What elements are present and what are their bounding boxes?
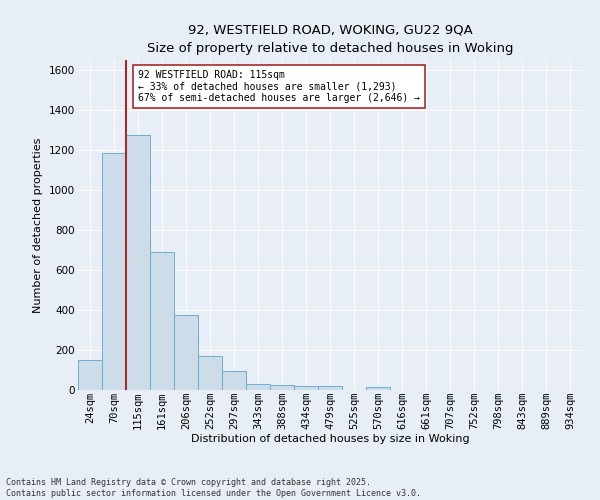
Bar	[102, 153, 126, 390]
Bar	[270, 384, 294, 390]
Bar	[78, 360, 102, 390]
Bar	[294, 386, 318, 390]
Text: Contains HM Land Registry data © Crown copyright and database right 2025.
Contai: Contains HM Land Registry data © Crown c…	[6, 478, 421, 498]
Text: 92 WESTFIELD ROAD: 115sqm
← 33% of detached houses are smaller (1,293)
67% of se: 92 WESTFIELD ROAD: 115sqm ← 33% of detac…	[138, 70, 420, 103]
Bar	[246, 384, 270, 390]
Bar	[318, 386, 342, 390]
Bar	[198, 356, 222, 390]
X-axis label: Distribution of detached houses by size in Woking: Distribution of detached houses by size …	[191, 434, 469, 444]
Y-axis label: Number of detached properties: Number of detached properties	[34, 138, 43, 312]
Title: 92, WESTFIELD ROAD, WOKING, GU22 9QA
Size of property relative to detached house: 92, WESTFIELD ROAD, WOKING, GU22 9QA Siz…	[147, 24, 513, 54]
Bar	[222, 371, 246, 390]
Bar	[126, 135, 150, 390]
Bar	[174, 315, 198, 390]
Bar	[366, 388, 390, 390]
Bar	[150, 252, 174, 390]
